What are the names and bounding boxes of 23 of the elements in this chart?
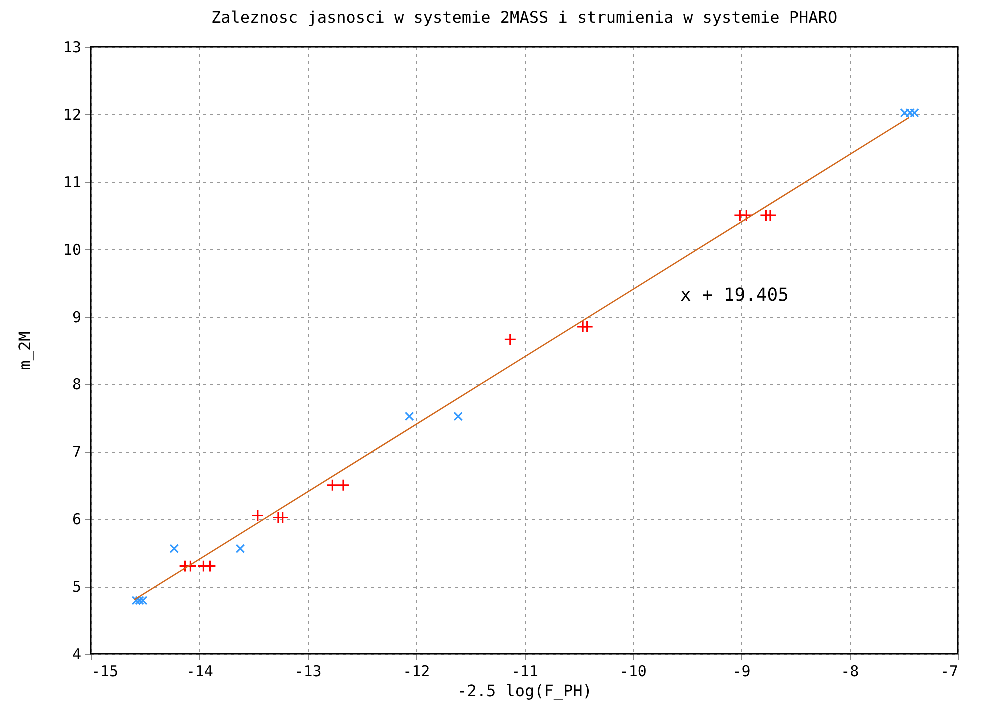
y-tick-label: 13 <box>63 38 82 56</box>
y-tick-label: 8 <box>72 376 82 394</box>
x-tick-label: -10 <box>620 662 647 680</box>
x-axis-title: -2.5 log(F_PH) <box>458 682 592 700</box>
x-tick-label: -12 <box>403 662 430 680</box>
y-tick-label: 7 <box>72 443 82 462</box>
y-axis-title: m_2M <box>15 332 34 370</box>
x-tick-label: -13 <box>294 662 322 680</box>
y-tick-label: 10 <box>63 240 82 259</box>
x-tick-label: -11 <box>511 662 539 680</box>
x-tick-label: -9 <box>732 662 751 680</box>
y-tick-label: 6 <box>72 510 82 529</box>
y-tick-label: 5 <box>72 578 82 596</box>
y-tick-label: 11 <box>63 173 82 192</box>
x-tick-label: -14 <box>186 662 214 680</box>
chart-title: Zaleznosc jasnosci w systemie 2MASS i strumienia w systemie PHARO <box>211 8 838 27</box>
x-tick-label: -8 <box>841 662 860 680</box>
y-tick-label: 4 <box>72 646 82 664</box>
y-tick-label: 9 <box>72 308 82 326</box>
x-tick-label: -7 <box>940 662 958 680</box>
annotation: x + 19.405 <box>680 284 789 306</box>
y-tick-label: 12 <box>63 106 82 124</box>
x-tick-label: -15 <box>92 662 119 680</box>
